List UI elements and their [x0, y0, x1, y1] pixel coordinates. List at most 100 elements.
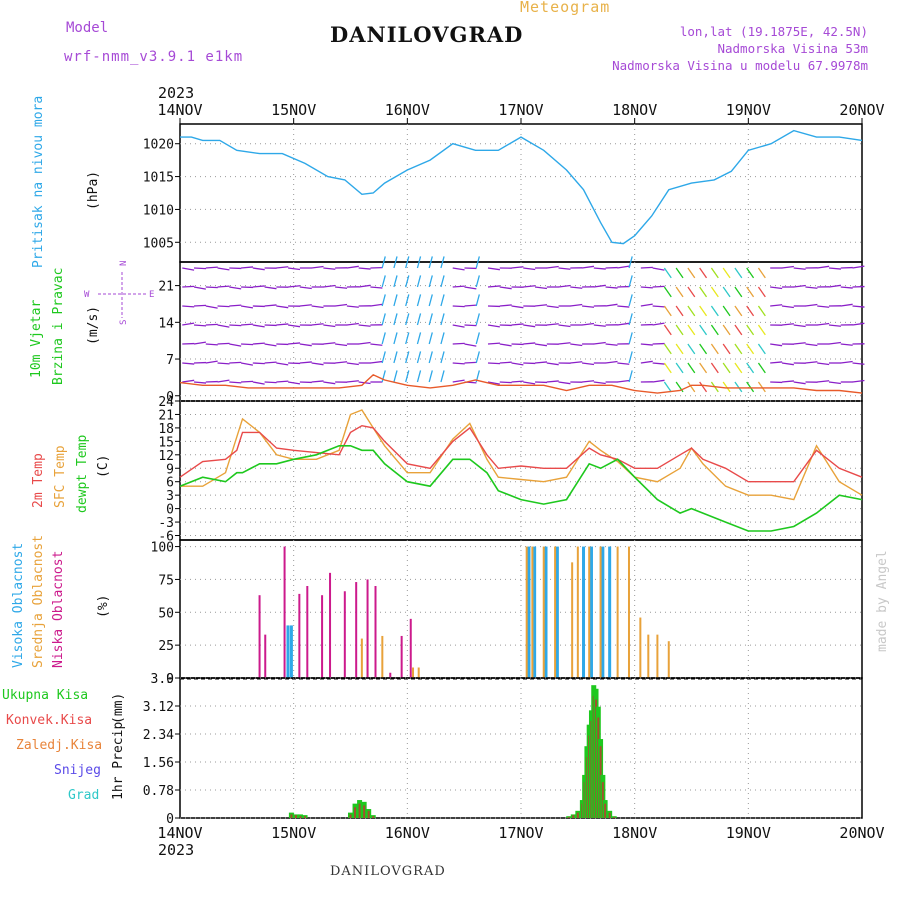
- wind-barb: [311, 323, 324, 326]
- cloud-high-bar: [608, 546, 612, 678]
- temperature-ytick-label: 3: [166, 489, 174, 504]
- cloud-mid-bar: [656, 634, 659, 678]
- wind-barb: [288, 285, 301, 288]
- footer-station: DANILOVGRAD: [330, 864, 446, 879]
- pressure-ytick-label: 1005: [143, 236, 174, 251]
- wind-barb: [852, 265, 865, 269]
- temperature-ytick-label: -3: [158, 516, 174, 531]
- cloud-mid-bar: [412, 667, 415, 678]
- wind-barb: [511, 380, 524, 383]
- wind-barb: [687, 324, 696, 336]
- wind-barb: [276, 380, 289, 383]
- wind-barb: [593, 341, 606, 345]
- wind-barb: [252, 381, 265, 385]
- wind-barb: [487, 362, 501, 365]
- wind-barb: [663, 362, 672, 374]
- wind-barb: [770, 304, 783, 307]
- wind-barb: [182, 267, 195, 271]
- wind-barb: [828, 381, 841, 385]
- wind-barb: [428, 332, 433, 345]
- wind-barb: [252, 267, 265, 271]
- temperature-ytick-label: 12: [158, 449, 174, 464]
- wind-barb: [229, 343, 242, 347]
- wind-barb: [640, 286, 653, 289]
- pressure-ytick-label: 1010: [143, 203, 174, 218]
- precip-conv-bar: [372, 816, 375, 818]
- wind-barb: [617, 379, 630, 383]
- wind-barb: [346, 362, 359, 366]
- cloud-low-bar: [374, 586, 377, 678]
- wind-barb: [699, 324, 708, 336]
- wind-barb: [840, 360, 853, 364]
- wind-barb: [205, 343, 218, 346]
- lonlat-label: lon,lat (19.1875E, 42.5N): [679, 24, 868, 39]
- wind-barb: [722, 362, 731, 374]
- precip-conv-bar: [367, 810, 370, 818]
- precip-conv-bar: [304, 816, 307, 818]
- wind-barb: [288, 342, 301, 345]
- wind-barb: [182, 362, 195, 365]
- wind-barb: [534, 286, 548, 290]
- wind-barb: [440, 256, 445, 269]
- wind-barb: [840, 303, 853, 307]
- wind-barb: [229, 286, 242, 290]
- temperature-ytick-label: 15: [158, 435, 174, 450]
- wind-barb: [311, 265, 324, 269]
- wind-barb: [358, 324, 371, 327]
- wind-barb: [416, 294, 422, 307]
- wind-barb: [358, 267, 371, 270]
- wind-ylabel-1: 10m Vjetar: [29, 300, 44, 378]
- year-label-top: 2023: [158, 84, 194, 102]
- wind-barb: [581, 305, 595, 308]
- wind-barb: [675, 267, 684, 279]
- wind-barb: [628, 370, 633, 383]
- wind-barb: [652, 305, 665, 308]
- wind-barb: [840, 343, 853, 346]
- cloud-mid-bar: [647, 634, 650, 678]
- cloud-mid-bar: [525, 546, 528, 678]
- wind-barb: [687, 305, 696, 317]
- cloud-mid-bar: [542, 546, 545, 678]
- wind-barb: [511, 305, 524, 309]
- wind-barb: [793, 284, 806, 288]
- wind-barb: [770, 286, 783, 290]
- wind-barb: [487, 285, 501, 288]
- wind-barb: [252, 342, 265, 345]
- wind-barb: [428, 313, 433, 326]
- wind-barb: [663, 343, 672, 355]
- wind-barb: [722, 267, 731, 279]
- temperature-ytick-label: -6: [158, 530, 174, 545]
- wind-barb: [381, 332, 386, 345]
- cloud-high-bar: [589, 546, 593, 678]
- wind-barb: [393, 370, 398, 383]
- wind-barb: [734, 305, 743, 317]
- wind-barb: [652, 285, 665, 288]
- cloud-low-bar: [409, 618, 412, 678]
- wind-barb: [299, 361, 312, 364]
- wind-barb: [511, 362, 524, 366]
- wind-barb: [852, 305, 865, 308]
- wind-barb: [570, 303, 583, 307]
- wind-barb: [523, 267, 536, 271]
- time-label-bottom: 17NOV: [498, 824, 543, 842]
- sfc-temp-line: [180, 409, 863, 501]
- wind-barb: [734, 343, 743, 355]
- wind-barb: [393, 351, 398, 364]
- wind-barb: [558, 324, 571, 328]
- wind-barb: [757, 305, 766, 317]
- wind-barb: [335, 303, 348, 307]
- wind-barb: [393, 332, 398, 345]
- wind-barb: [687, 362, 696, 374]
- wind-barb: [182, 379, 195, 383]
- wind-barb: [205, 360, 218, 364]
- wind-barb: [523, 342, 536, 345]
- cloud-mid-bar: [616, 546, 619, 678]
- clouds-ytick-label: 100: [151, 541, 174, 556]
- wind-barb: [252, 285, 265, 288]
- wind-ylabel-2: Brzina i Pravac: [51, 268, 66, 385]
- wind-barb: [452, 305, 465, 308]
- made-by-label: made by Angel: [875, 550, 890, 652]
- wind-barb: [628, 256, 633, 269]
- clouds-ytick-label: 25: [158, 639, 174, 654]
